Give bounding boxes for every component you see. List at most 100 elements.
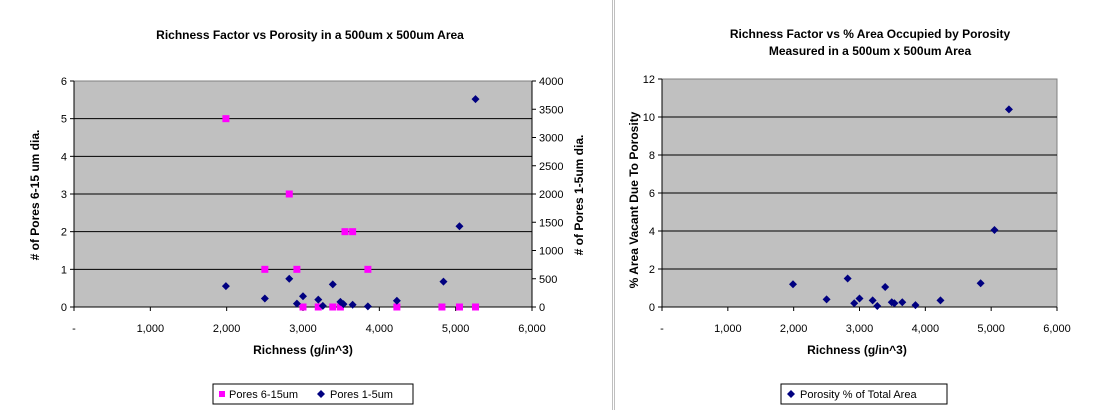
diamond-marker — [260, 294, 269, 303]
legend-swatch-pores-6-15 — [219, 391, 225, 397]
diamond-marker — [1004, 105, 1013, 114]
square-marker — [438, 303, 446, 311]
y2-tick-label: 4000 — [539, 76, 563, 88]
square-marker — [314, 303, 322, 311]
diamond-marker — [285, 274, 294, 283]
diamond-marker — [890, 299, 899, 308]
diamond-marker — [868, 296, 877, 305]
diamond-marker — [936, 296, 945, 305]
y-tick-label: 8 — [649, 150, 655, 162]
x-tick-label: 5,000 — [442, 323, 470, 335]
y2-tick-label: 3500 — [539, 104, 563, 116]
chart-title: Richness Factor vs Porosity in a 500um x… — [156, 28, 464, 42]
y2-tick-label: 2000 — [539, 189, 563, 201]
y2-tick-label: 2500 — [539, 161, 563, 173]
y-tick-label: 2 — [61, 227, 67, 239]
diamond-marker — [221, 282, 230, 291]
x-axis-label: Richness (g/in^3) — [807, 343, 907, 357]
square-marker — [222, 115, 230, 123]
diamond-marker — [292, 299, 301, 308]
x-tick-label: 3,000 — [289, 323, 317, 335]
legend-label-pores-1-5: Pores 1-5um — [330, 389, 393, 401]
diamond-marker — [898, 298, 907, 307]
y-tick-label: 6 — [649, 188, 655, 200]
x-tick-label: - — [72, 323, 76, 335]
legend-swatch-porosity — [787, 390, 795, 398]
square-marker — [261, 265, 269, 273]
x-axis-label: Richness (g/in^3) — [253, 343, 353, 357]
diamond-marker — [471, 95, 480, 104]
y2-axis-label: # of Pores 1-5um dia. — [572, 135, 586, 256]
data-points — [789, 105, 1013, 311]
diamond-marker — [363, 302, 372, 311]
y-axis-label: % Area Vacant Due To Porosity — [627, 111, 641, 288]
y2-tick-label: 0 — [539, 302, 545, 314]
legend: Porosity % of Total Area — [780, 383, 948, 405]
x-tick-label: 5,000 — [977, 323, 1005, 335]
diamond-marker — [873, 302, 882, 311]
x-tick-label: 4,000 — [366, 323, 394, 335]
tick-labels: 0 2 4 6 8 10 12 - 1,000 2,000 3,000 4,000 5,000 6,000 — [643, 74, 1071, 335]
legend-swatch-pores-1-5 — [317, 390, 325, 398]
diamond-marker — [789, 280, 798, 289]
y-tick-label: 5 — [61, 114, 67, 126]
chart-panel-porosity: Richness Factor vs Porosity in a 500um x… — [28, 0, 613, 410]
diamond-marker — [990, 226, 999, 235]
square-marker — [336, 303, 344, 311]
diamond-marker — [911, 301, 920, 310]
y2-tick-label: 500 — [539, 274, 557, 286]
legend: Pores 6-15um Pores 1-5um — [212, 383, 414, 405]
diamond-marker — [314, 295, 323, 304]
square-marker — [341, 228, 349, 236]
y2-tick-label: 1000 — [539, 246, 563, 258]
diamond-marker — [976, 279, 985, 288]
diamond-marker — [881, 283, 890, 292]
axes — [658, 78, 1058, 311]
legend-box — [212, 383, 414, 405]
diamond-marker — [850, 299, 859, 308]
y-tick-label: 0 — [61, 302, 67, 314]
x-tick-label: 3,000 — [846, 323, 874, 335]
diamond-marker — [339, 300, 348, 309]
legend-label-pores-6-15: Pores 6-15um — [229, 389, 298, 401]
x-tick-label: 1,000 — [714, 323, 742, 335]
square-marker — [329, 303, 337, 311]
gridlines — [662, 116, 1057, 270]
area-chart: Richness Factor vs % Area Occupied by Po… — [627, 27, 1071, 405]
square-marker — [455, 303, 463, 311]
x-tick-label: 1,000 — [137, 323, 165, 335]
y-tick-label: 4 — [649, 226, 655, 238]
diamond-marker — [843, 274, 852, 283]
square-marker — [472, 303, 480, 311]
square-marker — [364, 265, 372, 273]
x-tick-label: 2,000 — [780, 323, 808, 335]
gridlines — [74, 118, 532, 270]
y-tick-label: 12 — [643, 74, 655, 86]
y-tick-label: 3 — [61, 189, 67, 201]
diamond-marker — [318, 301, 327, 310]
chart-subtitle: Measured in a 500um x 500um Area — [769, 44, 972, 58]
diamond-marker — [328, 280, 337, 289]
x-tick-label: 6,000 — [1043, 323, 1071, 335]
diamond-marker — [822, 295, 831, 304]
data-points — [221, 95, 480, 311]
diamond-marker — [348, 300, 357, 309]
x-tick-label: 4,000 — [912, 323, 940, 335]
x-tick-label: 2,000 — [213, 323, 241, 335]
y-tick-label: 4 — [61, 151, 67, 163]
diamond-marker — [392, 296, 401, 305]
y2-tick-label: 3000 — [539, 133, 563, 145]
diamond-marker — [299, 292, 307, 301]
chart-title: Richness Factor vs % Area Occupied by Po… — [730, 27, 1011, 41]
legend-label-porosity: Porosity % of Total Area — [800, 389, 917, 401]
square-marker — [293, 265, 301, 273]
y-tick-label: 1 — [61, 264, 67, 276]
y-tick-label: 2 — [649, 264, 655, 276]
diamond-marker — [855, 294, 864, 303]
square-marker — [285, 190, 293, 198]
y-tick-label: 10 — [643, 112, 655, 124]
diamond-marker — [439, 277, 448, 286]
chart-panel-area: Richness Factor vs % Area Occupied by Po… — [614, 0, 1112, 410]
porosity-chart: Richness Factor vs Porosity in a 500um x… — [28, 28, 586, 405]
y-tick-label: 0 — [649, 302, 655, 314]
